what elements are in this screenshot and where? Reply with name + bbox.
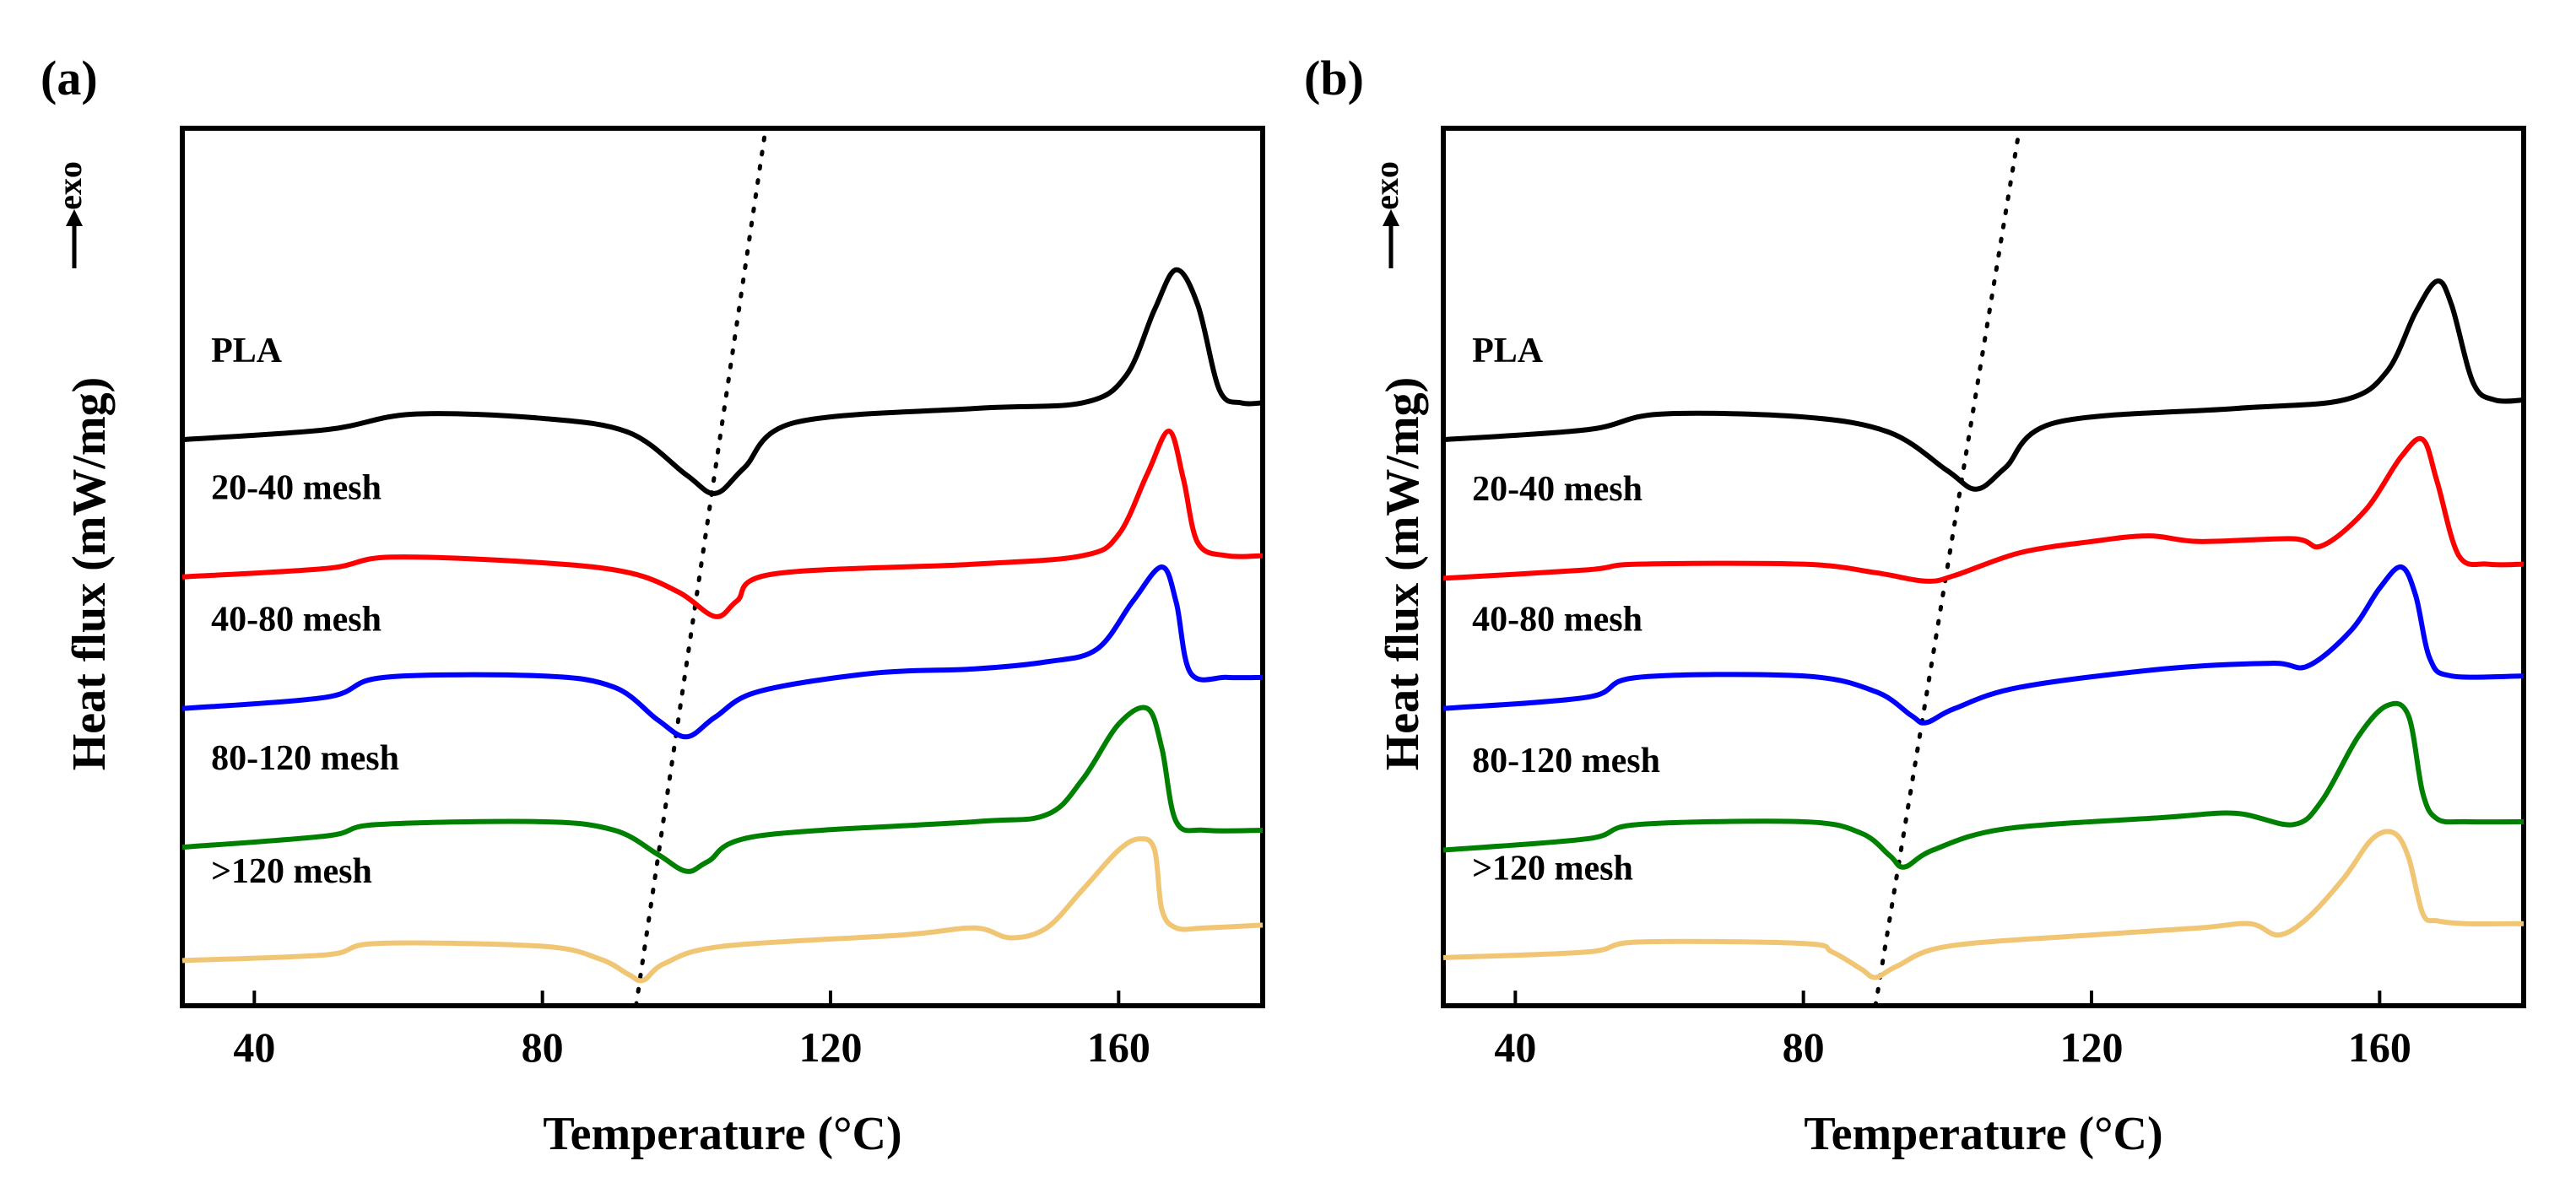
series-line-4 bbox=[1442, 829, 2525, 980]
series-label: PLA bbox=[1472, 332, 1544, 370]
series-line-0 bbox=[1442, 278, 2525, 492]
exo-label: exo bbox=[51, 161, 89, 210]
series-line-4 bbox=[181, 836, 1264, 984]
peak-trend-guide-line bbox=[1873, 126, 2022, 1008]
series-label: >120 mesh bbox=[211, 852, 372, 891]
x-tick-label: 80 bbox=[522, 1023, 564, 1071]
series-line-2 bbox=[181, 564, 1264, 740]
exo-label: exo bbox=[1367, 161, 1405, 210]
x-tick-label: 120 bbox=[799, 1023, 863, 1071]
peak-trend-guide-line bbox=[634, 126, 768, 1008]
x-tick-label: 40 bbox=[1494, 1023, 1536, 1071]
x-tick-label: 40 bbox=[233, 1023, 275, 1071]
series-label: 80-120 mesh bbox=[211, 739, 399, 778]
panel-b: (b) exo Heat flux (mW/mg) 40 80 120 160 PLA 2… bbox=[1304, 51, 2526, 1160]
series-line-0 bbox=[181, 267, 1264, 496]
series-label: 40-80 mesh bbox=[211, 600, 382, 639]
series-line-1 bbox=[181, 428, 1264, 619]
exo-arrow-icon bbox=[66, 209, 83, 268]
x-tick-label: 80 bbox=[1783, 1023, 1825, 1071]
series-line-3 bbox=[181, 705, 1264, 874]
series-label: PLA bbox=[211, 332, 283, 370]
x-axis-title: Temperature (°C) bbox=[1804, 1108, 2162, 1160]
series-label: 40-80 mesh bbox=[1472, 600, 1642, 639]
series-line-1 bbox=[1442, 435, 2525, 584]
x-tick-label: 160 bbox=[1087, 1023, 1150, 1071]
series-label: >120 mesh bbox=[1472, 850, 1633, 888]
y-axis-title: Heat flux (mW/mg) bbox=[63, 377, 116, 771]
panel-a: (a) exo Heat flux (mW/mg) 40 80 120 160 PLA 2… bbox=[41, 51, 1265, 1160]
plot-frame bbox=[180, 126, 1265, 1008]
x-axis-title: Temperature (°C) bbox=[543, 1108, 901, 1160]
panel-a-label: (a) bbox=[41, 51, 98, 105]
panel-b-label: (b) bbox=[1304, 51, 1364, 105]
series-label: 20-40 mesh bbox=[1472, 470, 1642, 509]
exo-arrow-icon bbox=[1383, 209, 1399, 268]
y-axis-title: Heat flux (mW/mg) bbox=[1377, 377, 1429, 771]
series-label: 80-120 mesh bbox=[1472, 742, 1660, 780]
plot-frame bbox=[1441, 126, 2526, 1008]
x-tick-label: 160 bbox=[2348, 1023, 2411, 1071]
x-tick-label: 120 bbox=[2060, 1023, 2124, 1071]
series-label: 20-40 mesh bbox=[211, 468, 382, 507]
series-line-3 bbox=[1442, 700, 2525, 870]
series-line-2 bbox=[1442, 564, 2525, 726]
